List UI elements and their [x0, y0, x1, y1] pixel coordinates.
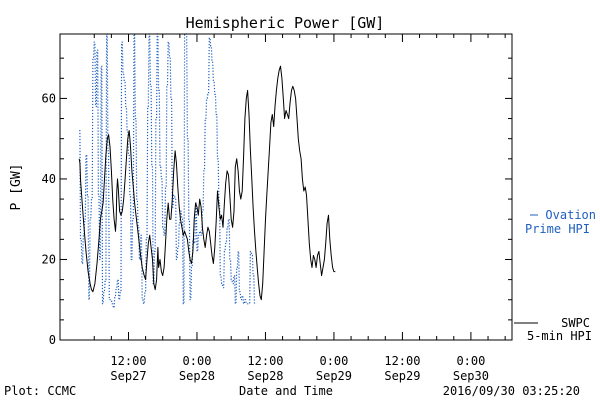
x-tick-time: 12:00 — [247, 354, 283, 368]
y-tick-label: 40 — [42, 172, 56, 186]
ovation-prime-series — [79, 33, 256, 309]
x-tick-time: 0:00 — [456, 354, 485, 368]
plot-frame — [59, 33, 513, 341]
y-axis-label: P [GW] — [9, 164, 24, 211]
x-tick-date: Sep27 — [110, 369, 146, 383]
x-tick-date: Sep28 — [179, 369, 215, 383]
x-tick-time: 0:00 — [319, 354, 348, 368]
timestamp: 2016/09/30 03:25:20 — [443, 384, 580, 398]
plot-credit: Plot: CCMC — [4, 384, 76, 398]
axes: 020406012:00Sep270:00Sep2812:00Sep280:00… — [42, 34, 512, 383]
x-tick-time: 12:00 — [110, 354, 146, 368]
legend-label-ovation: Prime HPI — [525, 222, 590, 236]
legend-label-swpc: SWPC — [561, 316, 590, 330]
chart-title: Hemispheric Power [GW] — [186, 14, 385, 32]
swpc-hpi-line — [78, 65, 336, 301]
y-tick-label: 20 — [42, 252, 56, 266]
ovation-prime-line — [79, 33, 256, 309]
x-axis-label: Date and Time — [239, 384, 333, 398]
y-tick-label: 60 — [42, 91, 56, 105]
x-tick-date: Sep29 — [384, 369, 420, 383]
x-tick-time: 12:00 — [384, 354, 420, 368]
y-tick-label: 0 — [49, 333, 56, 347]
legend-label-swpc: 5-min HPI — [527, 329, 592, 343]
swpc-hpi-series — [78, 65, 336, 301]
x-tick-time: 0:00 — [183, 354, 212, 368]
legend-label-ovation: Ovation — [545, 208, 596, 222]
x-tick-date: Sep29 — [316, 369, 352, 383]
x-tick-date: Sep28 — [247, 369, 283, 383]
x-tick-date: Sep30 — [453, 369, 489, 383]
